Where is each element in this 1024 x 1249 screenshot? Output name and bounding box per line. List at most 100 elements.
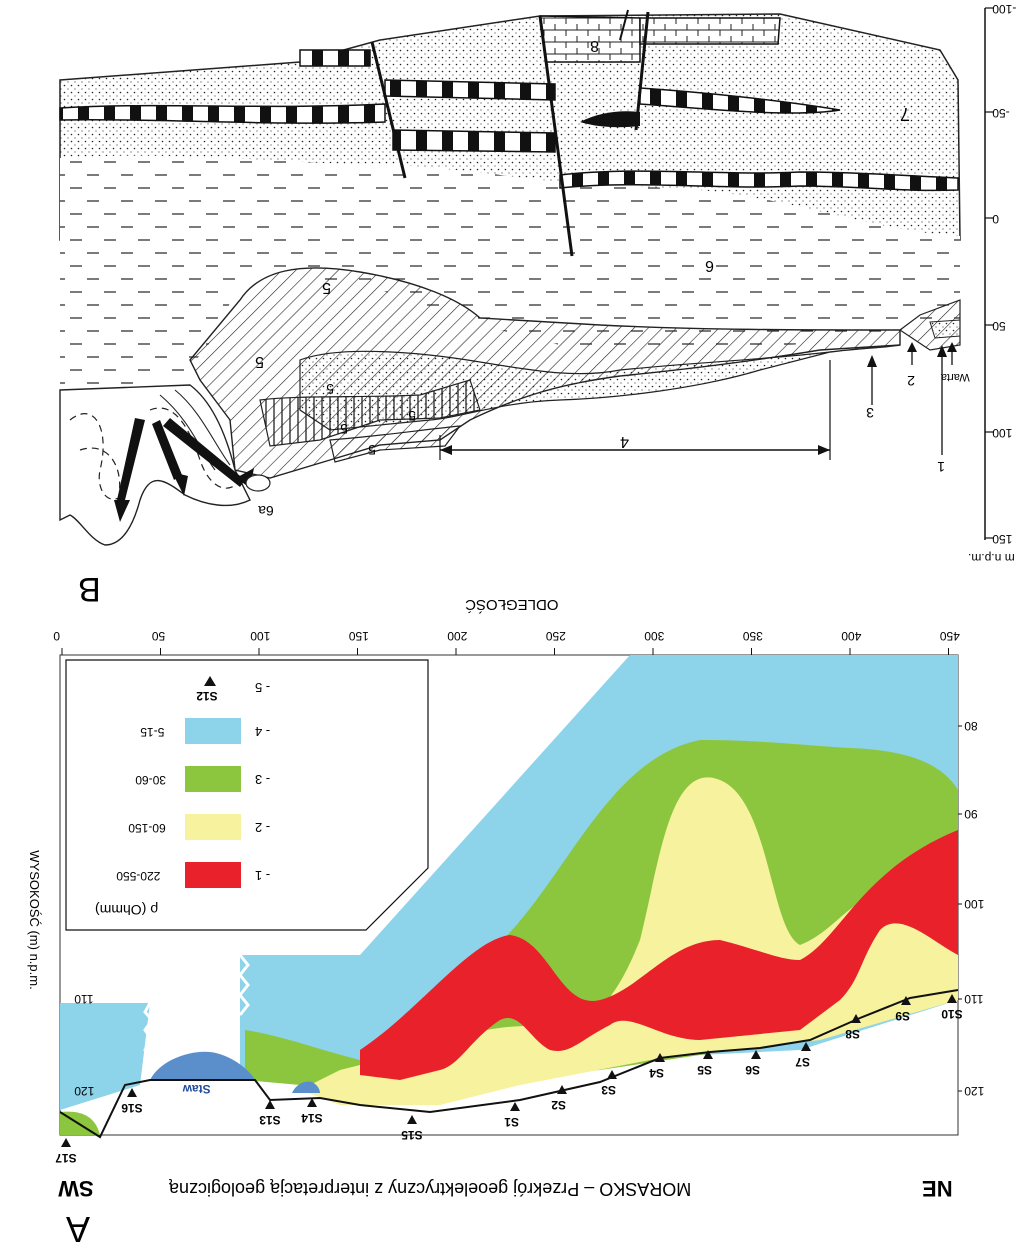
clay-pattern bbox=[60, 155, 960, 355]
x-axis-label: ODLEGŁOŚĆ bbox=[465, 596, 559, 614]
x-tick-label: 450 bbox=[940, 629, 960, 643]
span-arrow-left bbox=[440, 445, 452, 455]
label-arrow-1: 1 bbox=[937, 459, 945, 475]
orientation-left: SW bbox=[58, 1176, 94, 1201]
pointer-1-head bbox=[937, 345, 947, 357]
legend-range-3: 30-60 bbox=[135, 773, 166, 787]
label-unit-8: 8 bbox=[590, 37, 599, 54]
label-warta: Warta bbox=[940, 371, 970, 383]
sounding-label: S8 bbox=[845, 1027, 860, 1041]
y-tick-label-right: 110 bbox=[964, 992, 983, 1006]
legend-range-2: 60-150 bbox=[128, 821, 166, 835]
b-scale-label: 150 bbox=[992, 532, 1012, 546]
sounding-label: S7 bbox=[795, 1055, 810, 1069]
small-ellipse bbox=[245, 474, 271, 492]
label-unit-5: 5 bbox=[408, 408, 416, 424]
folded-structure bbox=[59, 384, 251, 546]
figure-title: MORASKO – Przekrój geoelektryczny z inte… bbox=[168, 1179, 691, 1199]
sounding-markers: S17 S16 S13 S14 S15 S1 S2 S3 S4 S5 S6 S7 S8 S9 S10 bbox=[55, 994, 963, 1165]
label-unit-7: 7 bbox=[900, 104, 910, 124]
sounding-label: S16 bbox=[121, 1101, 143, 1115]
y-tick-label-right: 80 bbox=[964, 719, 978, 733]
sounding-marker-icon bbox=[655, 1053, 665, 1062]
legend-swatch-yellow bbox=[185, 814, 241, 840]
coal-seam-6 bbox=[580, 111, 640, 128]
y-tick-label-right: 120 bbox=[964, 1084, 984, 1098]
sounding-marker-icon bbox=[557, 1085, 567, 1094]
legend-num-1: - 1 bbox=[255, 868, 270, 883]
legend-range-4: 5-15 bbox=[140, 725, 164, 739]
label-arrow-2: 2 bbox=[907, 373, 915, 389]
b-scale-ticks: -100 -50 0 50 100 150 bbox=[985, 2, 1016, 546]
legend-range-1: 220-550 bbox=[116, 869, 160, 883]
thrust-arrow bbox=[163, 418, 245, 487]
y-tick-label-right: 100 bbox=[964, 897, 984, 911]
label-unit-5: 5 bbox=[322, 279, 331, 296]
sounding-marker-icon bbox=[801, 1042, 811, 1051]
label-unit-5: 5 bbox=[255, 353, 264, 370]
x-tick-label: 0 bbox=[53, 629, 60, 643]
legend-header: ρ (Ohmm) bbox=[95, 902, 158, 918]
legend-swatch-red bbox=[185, 862, 241, 888]
fault-line bbox=[538, 15, 574, 257]
arrow-head bbox=[114, 500, 130, 522]
sounding-marker-icon bbox=[947, 994, 957, 1003]
fault-line bbox=[634, 11, 650, 131]
label-unit-5: 5 bbox=[326, 381, 334, 397]
b-scale-label: 100 bbox=[992, 426, 1012, 440]
sounding-marker-icon bbox=[265, 1100, 275, 1109]
sounding-label: S10 bbox=[941, 1007, 963, 1021]
x-tick-label: 400 bbox=[841, 629, 861, 643]
b-scale-label: 0 bbox=[992, 212, 999, 226]
coal-seam-3 bbox=[384, 79, 556, 101]
jagged-edge bbox=[238, 954, 250, 1016]
legend-num-2: - 2 bbox=[255, 820, 270, 835]
sounding-marker-icon bbox=[851, 1014, 861, 1023]
sounding-label: S9 bbox=[895, 1009, 910, 1023]
y-tick-label-left: 110 bbox=[74, 992, 93, 1006]
span-arrow-right bbox=[818, 445, 830, 455]
label-unit-5: 5 bbox=[368, 442, 376, 458]
small-blue-lens bbox=[292, 1081, 320, 1093]
sounding-label: S2 bbox=[551, 1098, 566, 1112]
layer-5-15-left bbox=[60, 1003, 150, 1110]
x-tick-label: 100 bbox=[250, 629, 270, 643]
fault-line bbox=[619, 9, 629, 41]
coal-seam-7 bbox=[559, 170, 959, 192]
sounding-label: S3 bbox=[601, 1083, 616, 1097]
legend-box bbox=[65, 659, 429, 931]
coal-seam-2 bbox=[59, 103, 386, 124]
label-arrow-3: 3 bbox=[866, 405, 874, 421]
orientation-right: NE bbox=[922, 1176, 953, 1201]
label-unit-6a: 6a bbox=[258, 503, 274, 519]
sounding-marker-icon bbox=[901, 996, 911, 1005]
coal-seam-5 bbox=[639, 87, 841, 114]
b-scale-label: -50 bbox=[992, 106, 1010, 120]
sounding-label: S15 bbox=[401, 1128, 423, 1142]
sounding-marker-icon bbox=[127, 1088, 137, 1097]
pond bbox=[150, 1051, 255, 1080]
y-tick-label-right: 90 bbox=[964, 807, 978, 821]
coal-seam-1 bbox=[299, 49, 371, 67]
x-tick-label: 300 bbox=[644, 629, 664, 643]
jagged-edge bbox=[143, 1002, 154, 1059]
thrust-arrow bbox=[117, 418, 145, 500]
layer-220-550 bbox=[360, 830, 958, 1080]
legend-swatch-blue bbox=[185, 718, 241, 744]
legend-marker-label: S12 bbox=[196, 689, 218, 703]
pointer-2-head bbox=[907, 342, 917, 352]
panel-a-letter: A bbox=[66, 1209, 90, 1249]
b-scale-label: -100 bbox=[992, 2, 1016, 16]
x-tick-label: 350 bbox=[743, 629, 763, 643]
pointer-warta-head bbox=[947, 342, 957, 352]
sounding-label: S6 bbox=[745, 1063, 760, 1077]
sounding-label: S14 bbox=[301, 1111, 323, 1125]
terrace-line bbox=[829, 344, 901, 353]
sounding-marker-icon bbox=[751, 1050, 761, 1059]
panel-b-geological-section: 7 8 6 5 5 5 5 5 5 6a 4 3 2 1 Warta -100-… bbox=[59, 2, 1016, 608]
sounding-label: S17 bbox=[55, 1151, 77, 1165]
coal-seam-4 bbox=[392, 129, 556, 153]
b-scale-label: 50 bbox=[992, 319, 1006, 333]
sounding-label: S5 bbox=[697, 1063, 712, 1077]
